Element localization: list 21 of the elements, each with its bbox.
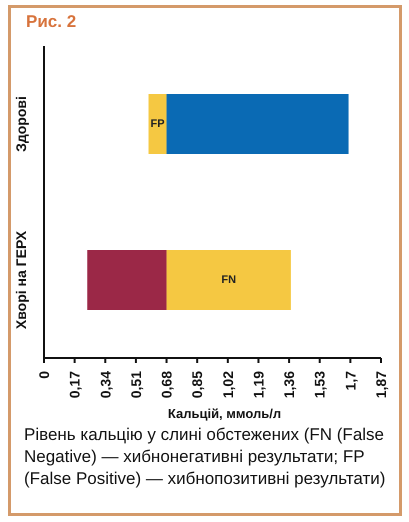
chart-title: Рис. 2 [26,12,76,32]
y-tick-label: Хворі на ГЕРХ [13,230,29,330]
x-tick-label: 1,36 [281,370,298,398]
x-tick-label: 0,34 [97,370,114,398]
data-label: FP [150,118,165,130]
bar [87,250,167,310]
data-label: FN [221,274,236,286]
y-tick-label: Здорові [13,96,29,152]
x-tick-label: 1,87 [373,370,389,398]
x-tick-label: 0,51 [128,370,144,398]
x-tick-label: 1,7 [342,370,358,390]
x-tick-label: 1,02 [220,370,236,398]
bar [166,94,349,154]
x-tick-label: 0 [36,370,52,379]
x-tick-label: 0,17 [66,370,83,398]
text: Рівень кальцію у слині обстежених (FN (False Negative) — хибнонегативні результати; FP (False Positive) — хибнопозитивні результати) [24,424,386,490]
x-tick-label: 1,19 [250,370,266,398]
x-axis-title: Кальцій, ммоль/л [166,406,282,421]
x-tick-label: 0,85 [189,370,206,398]
x-tick-label: 0,68 [158,370,175,398]
x-tick-label: 1,53 [312,370,328,398]
